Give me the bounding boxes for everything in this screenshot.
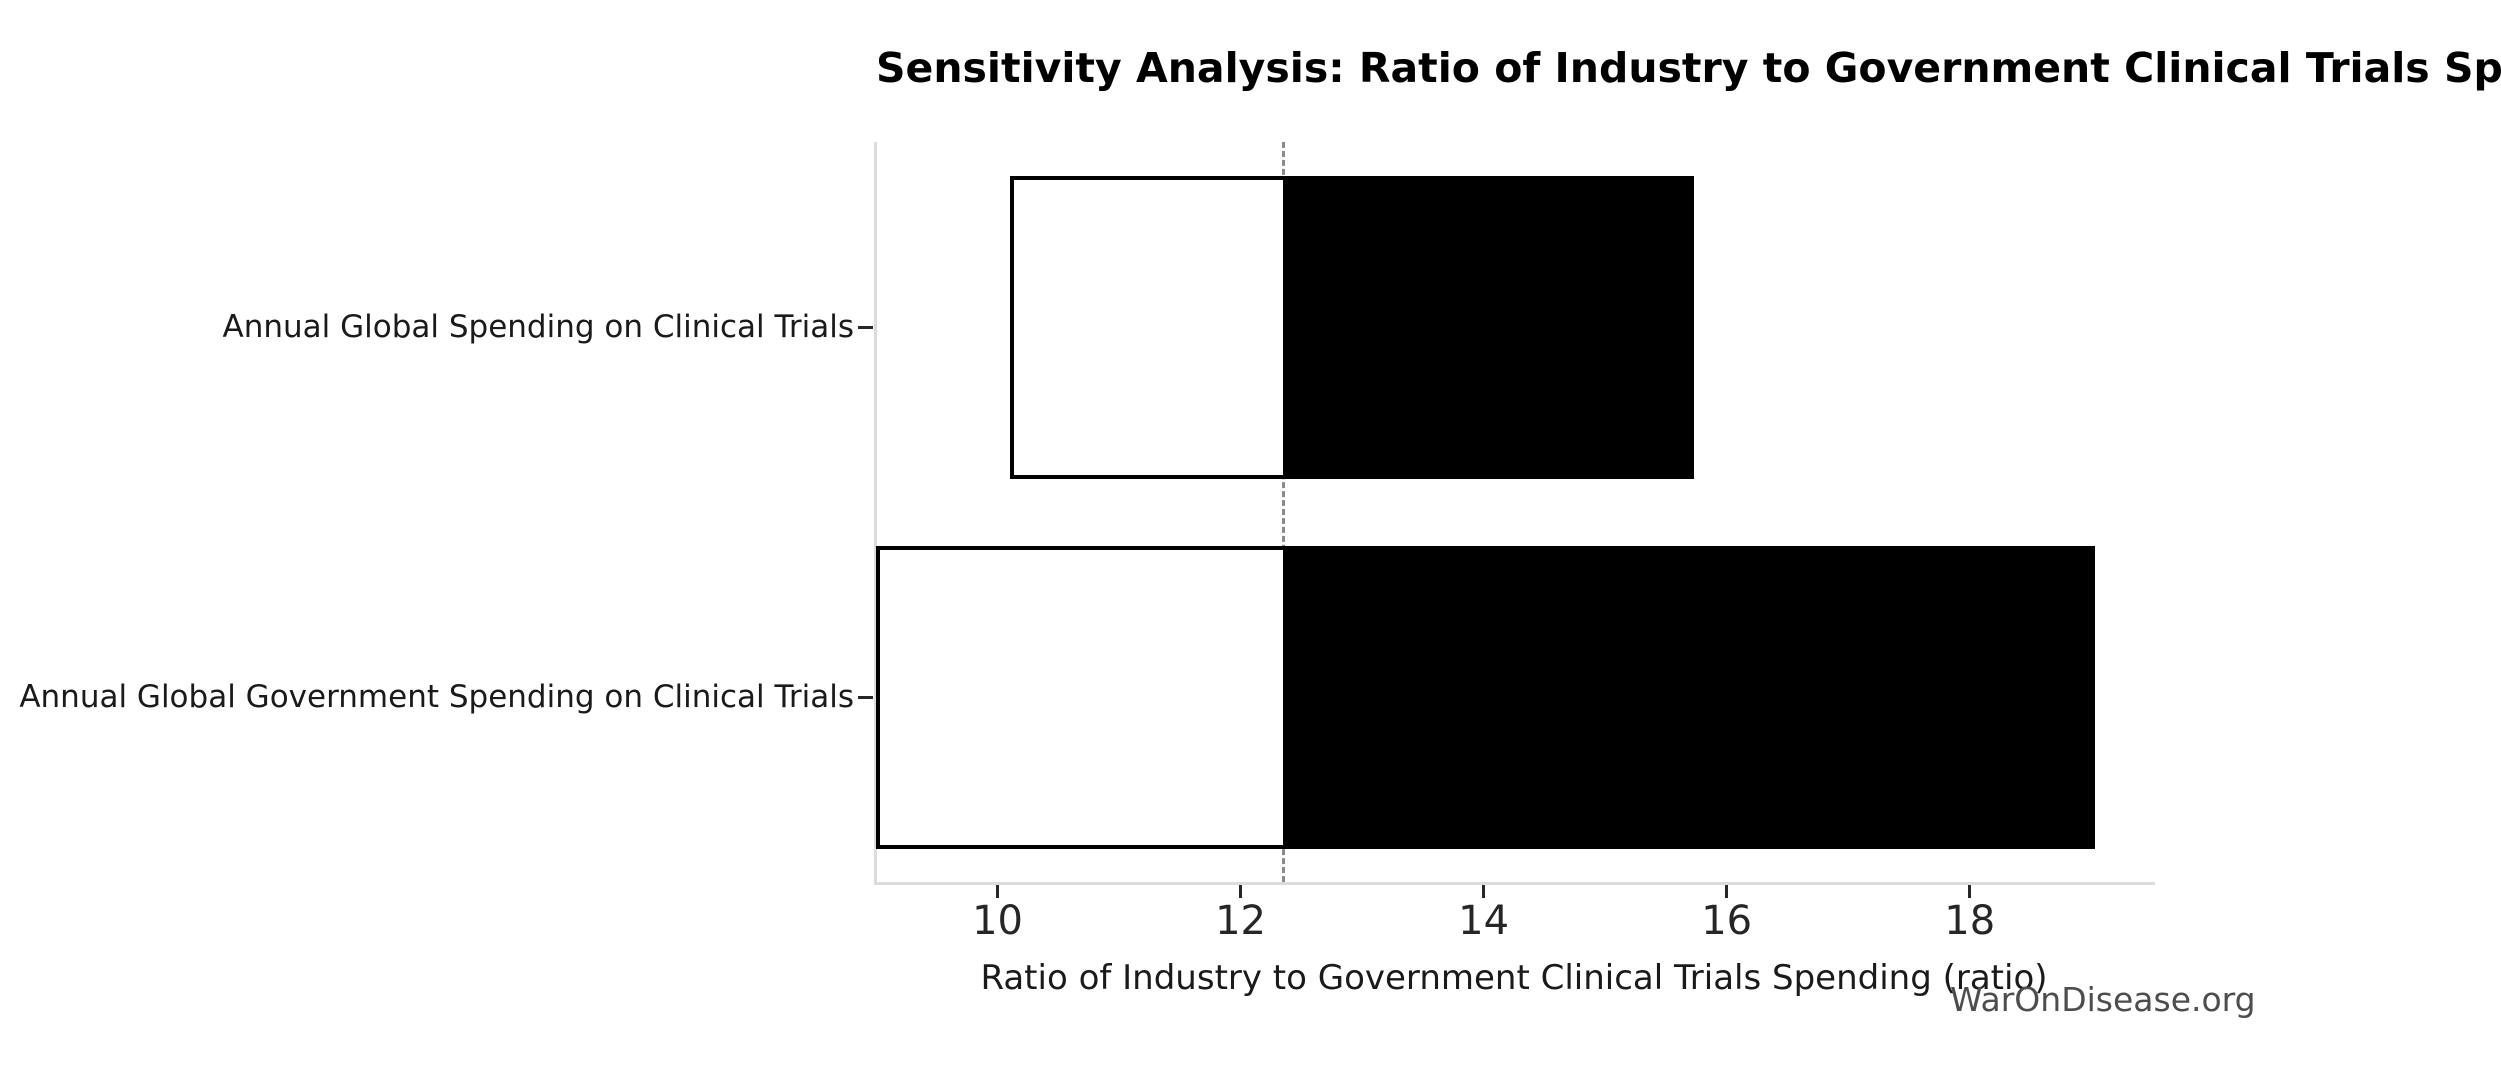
x-axis-label: Ratio of Industry to Government Clinical… bbox=[980, 958, 2048, 998]
x-tick-label: 14 bbox=[1458, 898, 1510, 944]
watermark-text: WarOnDisease.org bbox=[1950, 980, 2256, 1019]
bar-segment-above-baseline bbox=[1283, 175, 1695, 479]
category-label: Annual Global Spending on Clinical Trial… bbox=[222, 309, 854, 345]
x-tick-label: 12 bbox=[1215, 898, 1267, 944]
x-tick-mark bbox=[1725, 885, 1729, 898]
x-tick-mark bbox=[1239, 885, 1243, 898]
x-tick-mark bbox=[1968, 885, 1972, 898]
x-tick-mark bbox=[1482, 885, 1486, 898]
x-tick-mark bbox=[996, 885, 1000, 898]
baseline-dashed-line bbox=[1281, 142, 1285, 882]
category-label: Annual Global Government Spending on Cli… bbox=[19, 679, 854, 715]
tornado-bar bbox=[876, 545, 2096, 849]
x-tick-label: 16 bbox=[1701, 898, 1753, 944]
y-tick-mark bbox=[858, 695, 873, 699]
x-tick-label: 18 bbox=[1944, 898, 1996, 944]
y-axis-spine bbox=[874, 142, 877, 885]
tornado-bar bbox=[1009, 175, 1695, 479]
x-tick-label: 10 bbox=[972, 898, 1023, 944]
x-axis-spine bbox=[874, 882, 2155, 885]
bar-segment-above-baseline bbox=[1283, 545, 2096, 849]
y-tick-mark bbox=[858, 325, 873, 329]
